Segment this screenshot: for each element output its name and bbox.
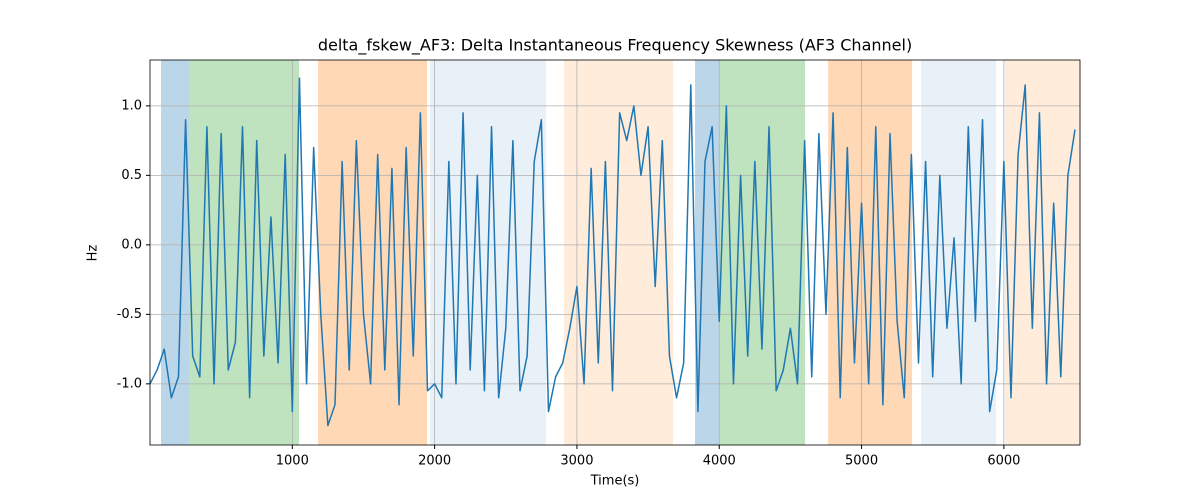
y-tick-label: -1.0 (117, 376, 142, 391)
shaded-span (160, 60, 189, 445)
shaded-span (828, 60, 913, 445)
x-tick-label: 3000 (560, 454, 593, 469)
shaded-span (719, 60, 806, 445)
x-tick-label: 1000 (276, 454, 309, 469)
shaded-span (188, 60, 299, 445)
y-tick-label: -0.5 (117, 307, 142, 322)
shaded-span (921, 60, 997, 445)
plot-frame (149, 59, 1081, 446)
data-line (149, 77, 1076, 427)
x-axis-label: Time(s) (590, 474, 640, 489)
y-tick-label: 0.0 (121, 237, 142, 252)
x-tick-label: 4000 (703, 454, 736, 469)
x-tick-label: 6000 (987, 454, 1020, 469)
y-axis-label: Hz (86, 245, 101, 262)
y-tick-label: 1.0 (121, 98, 142, 113)
shaded-span (563, 60, 673, 445)
x-tick-label: 2000 (418, 454, 451, 469)
chart-title: delta_fskew_AF3: Delta Instantaneous Fre… (318, 36, 912, 56)
y-tick-label: 0.5 (121, 168, 142, 183)
x-tick-label: 5000 (845, 454, 878, 469)
shaded-span (318, 60, 428, 445)
